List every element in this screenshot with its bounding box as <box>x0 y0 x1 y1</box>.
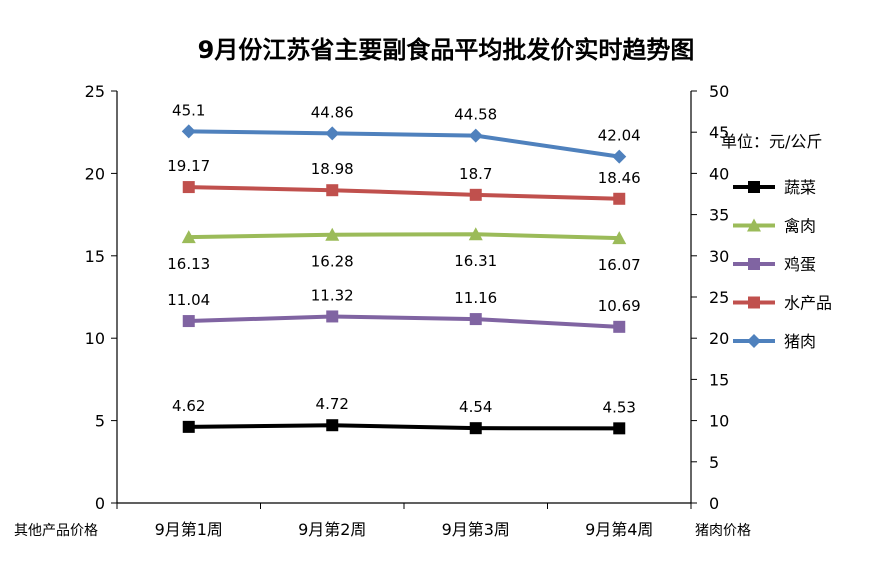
data-point <box>613 422 626 435</box>
data-label: 19.17 <box>167 157 210 175</box>
data-label: 45.1 <box>172 101 205 119</box>
unit-label: 单位：元/公斤 <box>721 132 822 151</box>
right-tick-label: 15 <box>709 370 729 389</box>
data-label: 11.16 <box>454 289 497 307</box>
left-axis-ticks: 0 5 10 15 20 25 <box>85 82 117 513</box>
series-line <box>188 185 620 201</box>
right-tick-label: 5 <box>709 453 719 472</box>
legend-item: 水产品 <box>733 294 832 313</box>
left-tick-label: 10 <box>85 329 105 348</box>
legend-item: 蔬菜 <box>733 178 816 197</box>
right-tick-label: 50 <box>709 82 729 101</box>
series-line <box>188 129 620 159</box>
data-point <box>469 188 482 201</box>
data-label: 44.58 <box>454 106 497 124</box>
category-label: 9月第4周 <box>585 520 653 539</box>
data-point <box>182 181 195 194</box>
data-point <box>326 419 339 432</box>
right-tick-label: 40 <box>709 164 729 183</box>
data-point <box>181 230 196 244</box>
right-axis-title: 猪肉价格 <box>695 523 751 539</box>
right-tick-label: 45 <box>709 123 729 142</box>
series-0: 4.62 4.72 4.54 4.53 <box>172 395 636 435</box>
data-label: 18.7 <box>459 165 492 183</box>
right-tick-label: 10 <box>709 412 729 431</box>
right-tick-label: 30 <box>709 247 729 266</box>
left-tick-label: 20 <box>85 164 105 183</box>
data-point <box>182 420 195 433</box>
data-point <box>613 320 626 333</box>
left-tick-label: 0 <box>95 494 105 513</box>
data-label: 10.69 <box>598 297 641 315</box>
data-point <box>613 192 626 205</box>
data-point <box>326 184 339 197</box>
data-label: 18.46 <box>598 169 641 187</box>
legend-item: 猪肉 <box>733 332 816 351</box>
chart-title: 9月份江苏省主要副食品平均批发价实时趋势图 <box>198 36 695 64</box>
data-point <box>325 227 340 241</box>
legend-label: 水产品 <box>784 294 832 313</box>
data-label: 11.32 <box>311 286 354 304</box>
right-tick-label: 0 <box>709 494 719 513</box>
category-label: 9月第2周 <box>298 520 366 539</box>
category-label: 9月第3周 <box>442 520 510 539</box>
series-1: 16.13 16.28 16.31 16.07 <box>167 227 641 274</box>
legend-label: 鸡蛋 <box>784 255 816 274</box>
right-tick-label: 20 <box>709 329 729 348</box>
data-point <box>181 124 196 139</box>
data-point <box>612 231 627 245</box>
legend-marker <box>748 258 760 270</box>
legend-marker <box>747 334 761 348</box>
right-axis-ticks: 0 5 10 15 20 25 30 35 40 45 50 <box>691 82 729 513</box>
left-tick-label: 15 <box>85 247 105 266</box>
data-label: 18.98 <box>311 160 354 178</box>
legend-label: 猪肉 <box>784 332 816 351</box>
data-point <box>468 227 483 241</box>
data-label: 4.62 <box>172 397 205 415</box>
left-axis-title: 其他产品价格 <box>14 523 98 539</box>
data-label: 4.54 <box>459 398 492 416</box>
category-labels: 9月第1周 9月第2周 9月第3周 9月第4周 <box>116 503 692 539</box>
left-tick-label: 5 <box>95 412 105 431</box>
data-label: 16.28 <box>311 253 354 271</box>
series-line <box>188 314 620 329</box>
data-point <box>326 310 339 323</box>
legend-marker <box>748 181 760 193</box>
data-label: 16.13 <box>167 255 210 273</box>
series-2: 11.04 11.32 11.16 10.69 <box>167 286 641 333</box>
data-label: 11.04 <box>167 291 210 309</box>
legend-item: 禽肉 <box>733 217 816 236</box>
data-point <box>325 126 340 141</box>
legend-label: 禽肉 <box>784 217 816 236</box>
series-line <box>188 423 620 431</box>
data-label: 4.53 <box>603 398 636 416</box>
data-label: 4.72 <box>316 395 349 413</box>
data-label: 16.07 <box>598 256 641 274</box>
series-3: 19.17 18.98 18.7 18.46 <box>167 157 641 205</box>
data-point <box>612 149 627 164</box>
data-point <box>469 422 482 435</box>
series-line <box>188 232 620 241</box>
legend-marker <box>747 218 761 232</box>
category-label: 9月第1周 <box>155 520 223 539</box>
series-4: 45.1 44.86 44.58 42.04 <box>172 101 641 164</box>
data-point <box>182 315 195 328</box>
legend-label: 蔬菜 <box>784 178 816 197</box>
data-point <box>468 128 483 143</box>
data-label: 16.31 <box>454 252 497 270</box>
data-label: 44.86 <box>311 103 354 121</box>
right-tick-label: 35 <box>709 206 729 225</box>
legend-marker <box>748 296 760 309</box>
series-layer: 4.62 4.72 4.54 4.53 16.13 16.28 16.31 16.07 11.0… <box>167 101 641 435</box>
data-label: 42.04 <box>598 127 641 145</box>
left-tick-label: 25 <box>85 82 105 101</box>
right-tick-label: 25 <box>709 288 729 307</box>
data-point <box>469 313 482 326</box>
legend-item: 鸡蛋 <box>733 255 816 274</box>
